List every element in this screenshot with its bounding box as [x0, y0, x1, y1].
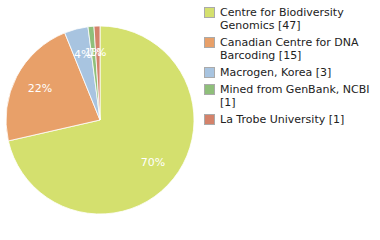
html-text:Mined from GenBank, NCBI [1]: Mined from GenBank, NCBI [1]	[220, 83, 370, 109]
html-text:Centre for Biodiversity Genomi: Centre for Biodiversity Genomics [47]	[220, 6, 344, 32]
html-text:La Trobe University [1]: La Trobe University [1]	[220, 113, 345, 126]
html-text:Macrogen, Korea [3]: Macrogen, Korea [3]	[220, 66, 332, 79]
html-text:Canadian Centre for DNA Barcod: Canadian Centre for DNA Barcoding [15]	[220, 36, 359, 62]
svg-text:4%: 4%	[74, 48, 92, 61]
svg-text:1%: 1%	[89, 46, 106, 59]
svg-text:22%: 22%	[28, 82, 52, 95]
svg-text:70%: 70%	[141, 156, 165, 169]
